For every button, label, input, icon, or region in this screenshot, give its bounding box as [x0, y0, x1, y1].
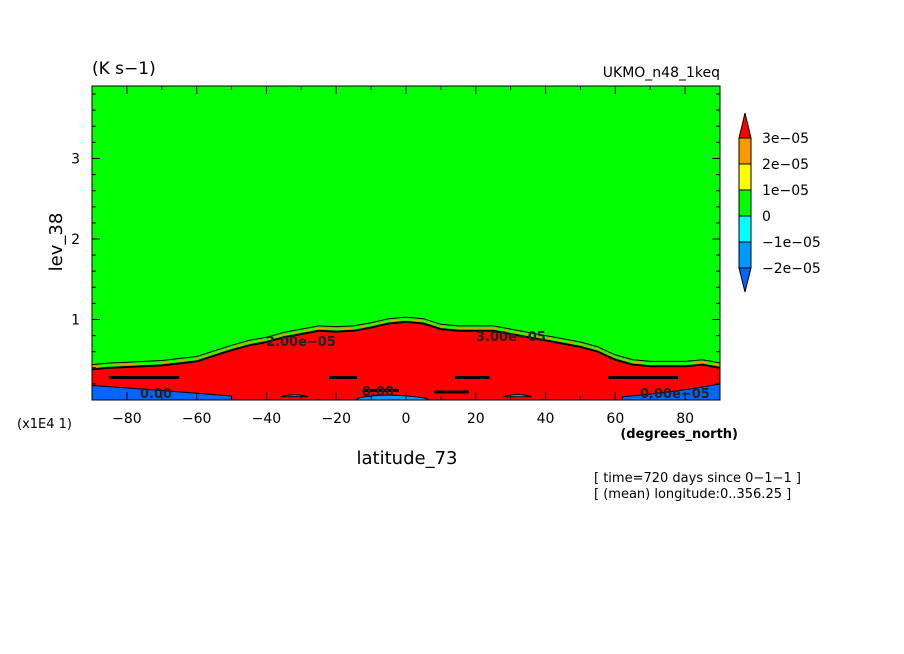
- contour-outline: [91, 320, 721, 371]
- x-tick-label: 40: [537, 411, 555, 427]
- colorbar-band-cyan: [738, 215, 752, 243]
- y-axis-ticks: 1 2 3: [71, 93, 720, 385]
- contour-label-3: 0.00: [140, 387, 172, 402]
- contour-label-4: 0.00: [362, 385, 394, 400]
- x-tick-label: 20: [467, 411, 485, 427]
- contour-line-1: [91, 318, 721, 368]
- contour-label-5: 0.00e−05: [640, 387, 710, 402]
- colorbar-band-orange: [738, 137, 752, 165]
- inner-contours: [91, 316, 721, 394]
- colorbar-label-3e-05: 3e−05: [762, 131, 809, 147]
- colorbar-bottom-triangle: [738, 267, 752, 293]
- colorbar: 3e−05 2e−05 1e−05 0 −1e−05 −2e−05: [738, 112, 821, 293]
- contour-label-2: 3.00e−05: [476, 330, 546, 345]
- colorbar-label-0: 0: [762, 209, 771, 225]
- colorbar-label-neg1e-05: −1e−05: [762, 235, 821, 251]
- contour-label-1: 2.00e−05: [266, 335, 336, 350]
- x-tick-label: 0: [402, 411, 411, 427]
- negative-patch-3: [356, 394, 428, 401]
- red-filled-region: [92, 321, 720, 400]
- x-tick-label: 80: [676, 411, 694, 427]
- colorbar-band-green: [738, 189, 752, 217]
- x-tick-label: −60: [182, 411, 212, 427]
- units-label: (K s−1): [92, 59, 156, 79]
- y-tick-label: 3: [71, 151, 80, 167]
- x-tick-label: −80: [112, 411, 142, 427]
- y-tick-label: 2: [71, 232, 80, 248]
- y-axis-title: lev_38: [46, 213, 67, 272]
- colorbar-label-1e-05: 1e−05: [762, 183, 809, 199]
- colorbar-top-triangle: [738, 112, 752, 139]
- colorbar-label-neg2e-05: −2e−05: [762, 261, 821, 277]
- x-tick-label: −40: [252, 411, 282, 427]
- x-axis-title: latitude_73: [357, 448, 458, 469]
- annotation-longitude: [ (mean) longitude:0..356.25 ]: [594, 487, 791, 502]
- x-axis-ticks: −80 −60 −40 −20 0 20 40 60 80: [91, 86, 721, 427]
- x-tick-label: 60: [606, 411, 624, 427]
- dataset-label: UKMO_n48_1keq: [603, 65, 720, 81]
- x-tick-label: −20: [321, 411, 351, 427]
- y-scale-note: (x1E4 1): [17, 417, 72, 432]
- plot-area: [91, 85, 721, 401]
- y-tick-label: 1: [71, 312, 80, 328]
- colorbar-band-yellow: [738, 163, 752, 191]
- annotation-time: [ time=720 days since 0−1−1 ]: [594, 471, 801, 486]
- x-axis-units: (degrees_north): [620, 427, 738, 442]
- contour-line-2: [91, 316, 721, 366]
- colorbar-label-2e-05: 2e−05: [762, 157, 809, 173]
- colorbar-band-blue: [738, 241, 752, 269]
